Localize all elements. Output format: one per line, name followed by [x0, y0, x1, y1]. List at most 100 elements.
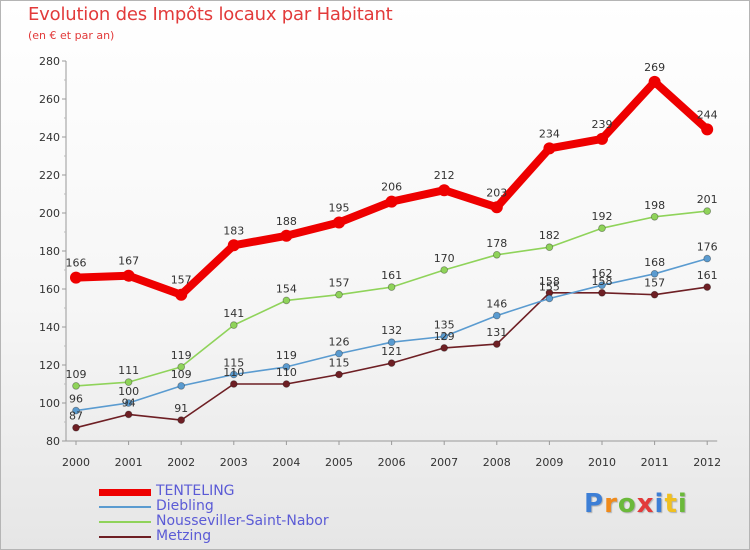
data-label: 161 — [697, 269, 718, 282]
x-tick-label: 2007 — [430, 456, 458, 469]
legend-swatch — [99, 506, 151, 508]
data-point — [177, 363, 186, 371]
data-point — [385, 195, 398, 208]
data-point — [545, 243, 554, 252]
data-point — [490, 201, 503, 214]
x-tick-label: 2004 — [272, 456, 300, 469]
data-label: 176 — [697, 241, 718, 254]
data-point — [648, 75, 661, 88]
legend-label: Diebling — [156, 498, 214, 514]
x-tick-label: 2008 — [483, 456, 511, 469]
x-tick-label: 2011 — [641, 456, 669, 469]
data-point — [177, 416, 186, 424]
y-tick-label: 120 — [39, 359, 60, 372]
x-tick-label: 2012 — [693, 456, 721, 469]
data-point — [227, 239, 240, 252]
data-label: 87 — [69, 410, 83, 423]
data-label: 183 — [223, 224, 244, 237]
data-point — [545, 294, 554, 303]
legend-label: TENTELING — [156, 483, 235, 499]
x-tick-label: 2002 — [167, 456, 195, 469]
data-point — [598, 288, 606, 297]
data-point — [543, 142, 556, 155]
data-label: 126 — [329, 336, 350, 349]
x-tick-label: 2010 — [588, 456, 616, 469]
data-label: 168 — [644, 256, 665, 269]
data-point — [438, 184, 451, 197]
logo-letter: t — [664, 489, 678, 519]
data-label: 188 — [276, 215, 297, 228]
data-point — [703, 283, 711, 291]
data-label: 91 — [174, 402, 188, 415]
data-point — [282, 296, 291, 305]
data-point — [703, 207, 711, 215]
data-label: 239 — [592, 118, 613, 131]
data-point — [335, 370, 343, 379]
data-label: 269 — [644, 61, 665, 74]
data-label: 157 — [171, 274, 192, 287]
legend-label: Nousseviller-Saint-Nabor — [156, 513, 329, 529]
data-label: 201 — [697, 193, 718, 206]
data-label: 146 — [486, 298, 507, 311]
data-point — [124, 410, 133, 419]
data-point — [230, 321, 238, 329]
logo-letter: P — [584, 489, 605, 519]
data-point — [598, 281, 606, 290]
data-point — [650, 269, 659, 278]
data-label: 119 — [171, 349, 192, 362]
data-point — [122, 269, 135, 282]
data-point — [230, 380, 238, 388]
data-point — [703, 254, 711, 263]
data-label: 110 — [223, 366, 244, 379]
data-label: 141 — [223, 307, 244, 320]
data-label: 158 — [592, 275, 613, 288]
data-label: 110 — [276, 366, 297, 379]
y-tick-label: 80 — [46, 435, 60, 448]
x-tick-label: 2001 — [115, 456, 143, 469]
data-label: 111 — [118, 364, 139, 377]
data-label: 192 — [592, 210, 613, 223]
x-tick-label: 2000 — [62, 456, 90, 469]
data-label: 195 — [329, 202, 350, 215]
y-tick-label: 240 — [39, 131, 60, 144]
data-point — [701, 123, 714, 136]
y-tick-label: 260 — [39, 93, 60, 106]
data-label: 157 — [644, 277, 665, 290]
x-tick-label: 2009 — [535, 456, 563, 469]
data-point — [596, 132, 608, 145]
data-point — [282, 380, 291, 388]
data-point — [650, 290, 659, 299]
data-label: 109 — [171, 368, 192, 381]
data-point — [387, 359, 396, 367]
data-label: 203 — [486, 186, 507, 199]
data-label: 234 — [539, 127, 560, 140]
data-point — [333, 216, 345, 229]
data-label: 154 — [276, 282, 297, 295]
x-tick-label: 2003 — [220, 456, 248, 469]
logo-letter: x — [636, 489, 655, 519]
data-label: 94 — [122, 396, 136, 409]
data-label: 121 — [381, 345, 402, 358]
y-tick-label: 280 — [39, 55, 60, 68]
data-label: 170 — [434, 252, 455, 265]
data-label: 155 — [539, 281, 560, 294]
logo-letter: i — [677, 489, 688, 519]
data-label: 119 — [276, 349, 297, 362]
y-tick-label: 140 — [39, 321, 60, 334]
data-label: 135 — [434, 319, 455, 332]
data-point — [492, 251, 501, 259]
data-label: 158 — [539, 275, 560, 288]
chart-subtitle: (en € et par an) — [28, 29, 115, 42]
data-point — [492, 340, 501, 348]
data-label: 157 — [329, 277, 350, 290]
data-point — [335, 349, 343, 358]
data-label: 100 — [118, 385, 139, 398]
data-label: 115 — [329, 357, 350, 370]
data-label: 131 — [486, 326, 507, 339]
y-tick-label: 220 — [39, 169, 60, 182]
data-point — [230, 370, 238, 379]
data-label: 115 — [223, 357, 244, 370]
x-tick-label: 2006 — [378, 456, 406, 469]
logo-letter: i — [654, 489, 665, 519]
